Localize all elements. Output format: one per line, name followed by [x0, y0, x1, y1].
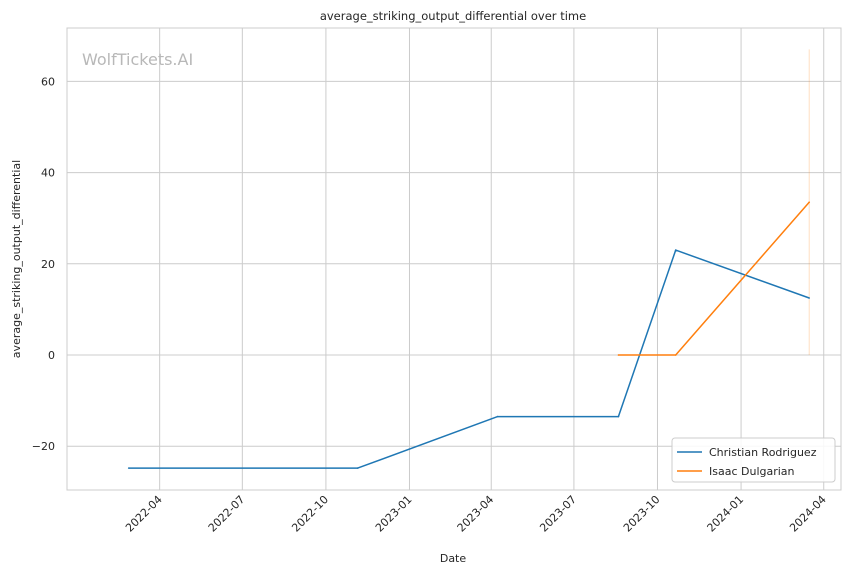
x-tick-label: 2022-10	[289, 493, 331, 535]
x-tick-label: 2024-04	[787, 493, 829, 535]
legend-label-christian-rodriguez: Christian Rodriguez	[709, 446, 817, 459]
x-tick-labels: 2022-04 2022-07 2022-10 2023-01 2023-04 2023-…	[123, 493, 829, 535]
y-tick-labels: −20 0 20 40 60	[32, 75, 55, 453]
legend-label-isaac-dulgarian: Isaac Dulgarian	[709, 465, 795, 478]
data-point-christian-rodriguez	[808, 297, 811, 299]
y-tick-label: 60	[41, 75, 55, 88]
x-tick-label: 2024-01	[704, 493, 746, 535]
watermark-text: WolfTickets.AI	[82, 50, 193, 69]
y-axis-title: average_striking_output_differential	[10, 160, 23, 358]
legend: Christian Rodriguez Isaac Dulgarian	[671, 437, 836, 483]
data-point-christian-rodriguez	[617, 415, 620, 418]
data-point-christian-rodriguez	[496, 415, 499, 418]
x-axis-title: Date	[440, 552, 467, 565]
data-point-isaac-dulgarian	[808, 201, 811, 204]
data-point-isaac-dulgarian	[617, 354, 620, 356]
x-tick-label: 2022-04	[123, 493, 165, 535]
y-tick-label: 40	[41, 167, 55, 180]
data-point-christian-rodriguez	[674, 249, 677, 251]
y-tick-label: 0	[48, 349, 55, 362]
x-tick-label: 2023-07	[537, 493, 579, 535]
data-point-christian-rodriguez	[127, 467, 130, 469]
x-tick-label: 2023-04	[455, 493, 497, 535]
chart-title: average_striking_output_differential ove…	[320, 9, 586, 23]
plot-frame	[66, 27, 842, 491]
series-line-christian-rodriguez	[128, 249, 810, 469]
series-lines	[127, 201, 811, 469]
data-point-christian-rodriguez	[356, 467, 359, 469]
grid-lines	[67, 28, 841, 490]
legend-box	[671, 437, 836, 483]
data-point-isaac-dulgarian	[674, 354, 677, 356]
x-tick-label: 2023-01	[373, 493, 415, 535]
y-tick-label: −20	[32, 440, 55, 453]
x-tick-label: 2022-07	[206, 493, 248, 535]
y-tick-label: 20	[41, 258, 55, 271]
x-tick-label: 2023-10	[621, 493, 663, 535]
